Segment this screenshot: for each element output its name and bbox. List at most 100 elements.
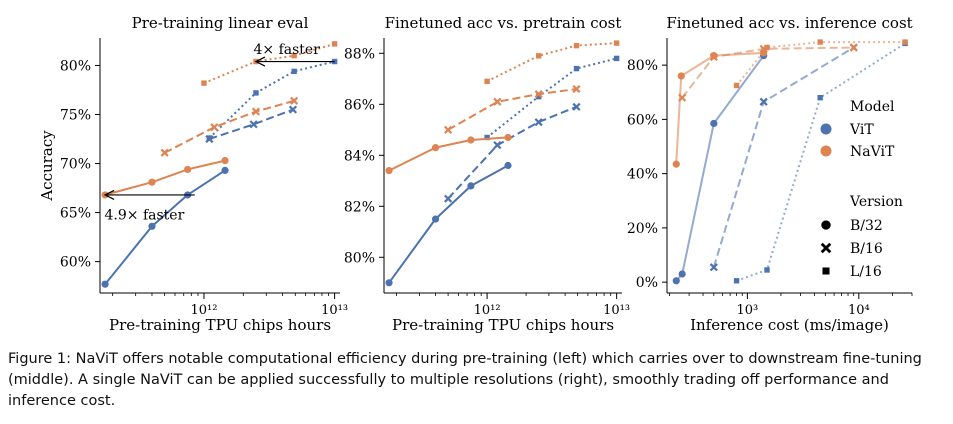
data-point (672, 277, 680, 285)
y-tick-label: 80% (344, 250, 375, 266)
series-line (735, 41, 906, 87)
data-point (733, 82, 740, 89)
caption-text: NaViT offers notable computational effic… (8, 351, 922, 409)
y-tick-label: 20% (627, 221, 658, 237)
chart-panel-2: Finetuned acc vs. pretrain cost Pre-train… (344, 14, 630, 334)
x-axis-label: Pre-training TPU chips hours (392, 316, 614, 334)
data-point (613, 55, 620, 62)
data-point (678, 270, 686, 278)
y-tick-label: 40% (627, 167, 658, 183)
data-point (613, 40, 620, 46)
data-point (709, 263, 718, 272)
series-navit-b32 (672, 49, 768, 168)
data-point (573, 42, 580, 49)
data-point (484, 134, 490, 141)
data-point (160, 148, 169, 157)
x-axis-label: Inference cost (ms/image) (690, 316, 889, 334)
series-line (164, 99, 295, 154)
series-vit-b16 (444, 102, 581, 203)
data-point (573, 65, 580, 72)
annotation-label: 4.9× faster (105, 208, 185, 224)
data-point (764, 44, 770, 51)
data-point (678, 93, 687, 102)
y-tick-label: 86% (344, 97, 375, 113)
data-point (467, 182, 475, 190)
x-tick-label: 10¹³ (603, 303, 630, 318)
data-point (572, 84, 581, 94)
data-point (535, 53, 542, 59)
data-point (849, 43, 858, 52)
data-point (331, 41, 338, 47)
caption-label: Figure 1: (8, 351, 71, 367)
series-line (388, 164, 509, 284)
data-point (572, 102, 581, 111)
data-point (288, 105, 298, 114)
data-point (709, 52, 718, 62)
y-tick-label: 75% (60, 108, 91, 124)
data-point (221, 156, 229, 165)
series-vit-b32 (672, 52, 768, 285)
data-point (534, 118, 543, 127)
y-tick-label: 88% (344, 46, 375, 62)
data-point (493, 141, 502, 150)
y-tick-label: 60% (60, 255, 91, 271)
chart-title: Finetuned acc vs. inference cost (666, 14, 912, 32)
data-point (764, 267, 770, 273)
x-axis-label: Pre-training TPU chips hours (109, 316, 331, 334)
chart-title: Finetuned acc vs. pretrain cost (385, 14, 622, 32)
data-point (385, 167, 393, 175)
y-tick-label: 65% (60, 206, 91, 222)
data-point (331, 58, 338, 65)
y-tick-label: 0% (636, 275, 658, 291)
figure: Pre-training linear eval Pre-training TPU… (38, 14, 913, 334)
data-point (251, 107, 261, 116)
data-point (431, 215, 440, 223)
y-tick-label: 80% (627, 58, 658, 74)
data-point (504, 133, 512, 142)
data-point (221, 166, 229, 175)
series-navit-b16 (160, 96, 299, 157)
legend-marker (822, 267, 830, 275)
data-point (902, 39, 908, 45)
annotation: 4.9× faster (103, 189, 195, 224)
data-point (249, 120, 258, 129)
chart-title: Pre-training linear eval (132, 14, 309, 32)
data-point (291, 68, 297, 75)
series-navit-l16 (484, 40, 620, 85)
figure-caption: Figure 1: NaViT offers notable computati… (8, 349, 948, 412)
legend-version-label: L/16 (850, 264, 882, 280)
legend-model-title: Model (850, 99, 895, 115)
series-vit-b32 (385, 161, 512, 287)
x-tick-label: 10⁴ (848, 303, 870, 318)
series-navit-b32 (101, 156, 229, 199)
chart-panel-1: Pre-training linear eval Pre-training TPU… (38, 14, 348, 334)
legend-version-title: Version (849, 194, 903, 210)
data-point (444, 194, 453, 203)
data-point (206, 135, 213, 141)
data-point (148, 178, 156, 186)
series-navit-l16 (733, 39, 908, 89)
series-vit-b32 (101, 166, 229, 288)
data-point (467, 136, 475, 144)
chart-panel-3: Finetuned acc vs. inference cost Inferenc… (627, 14, 913, 334)
data-point (184, 165, 192, 174)
series-line (712, 46, 855, 268)
data-point (759, 97, 768, 106)
legend-marker (820, 242, 832, 254)
y-tick-label: 80% (60, 58, 91, 74)
legend-marker (821, 220, 831, 230)
series-vit-l16 (206, 58, 338, 141)
series-line (486, 57, 617, 139)
series-line (208, 60, 335, 139)
series-line (209, 108, 294, 140)
data-point (535, 93, 542, 100)
data-point (817, 94, 823, 101)
data-point (817, 39, 823, 45)
data-point (291, 52, 297, 59)
data-point (444, 125, 453, 134)
series-line (104, 159, 226, 196)
legend-swatch (820, 123, 832, 135)
data-point (385, 279, 393, 287)
annotation-arrow-head (103, 189, 115, 200)
series-line (447, 105, 577, 200)
